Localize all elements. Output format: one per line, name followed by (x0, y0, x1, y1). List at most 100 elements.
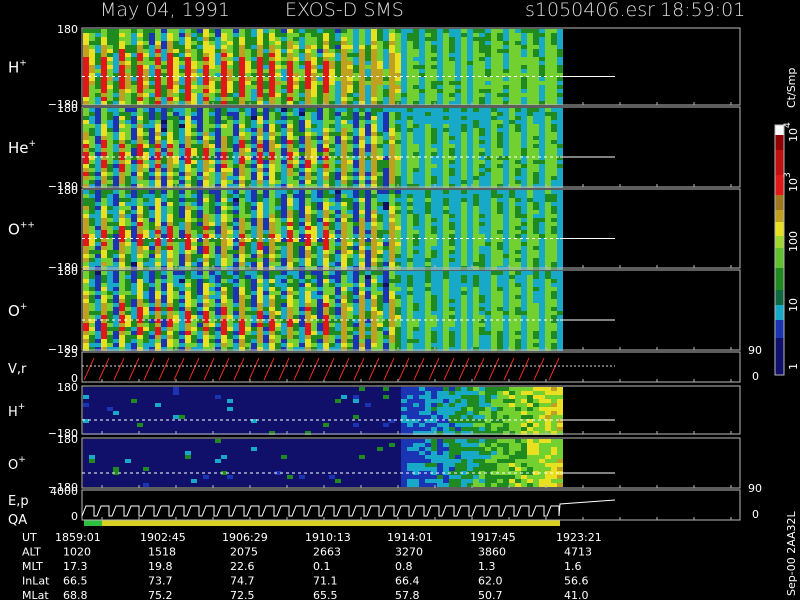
cell (215, 176, 221, 180)
cell (83, 283, 89, 287)
cell (155, 347, 161, 351)
cell (179, 206, 185, 210)
cell (281, 124, 287, 128)
cell (503, 218, 509, 222)
cell (263, 116, 269, 120)
cell (389, 194, 395, 198)
cell (527, 93, 533, 97)
cell (293, 164, 299, 168)
cell (437, 69, 443, 73)
cell (377, 194, 383, 198)
cell (161, 148, 167, 152)
cell (305, 136, 311, 140)
cell (539, 57, 545, 61)
cell (311, 37, 317, 41)
cell (347, 53, 353, 57)
cell (515, 180, 521, 184)
cell (425, 210, 431, 214)
cell (251, 214, 257, 218)
cell (497, 128, 503, 132)
cell (521, 176, 527, 180)
cell (395, 238, 401, 242)
cell (107, 101, 113, 105)
cell (491, 180, 497, 184)
cell (527, 152, 533, 156)
cell (449, 258, 455, 262)
cell (377, 108, 383, 112)
cell (119, 275, 125, 279)
cell (251, 160, 257, 164)
cell (215, 194, 221, 198)
cell (545, 152, 551, 156)
cell (131, 315, 137, 319)
cell (275, 218, 281, 222)
cell (275, 77, 281, 81)
cell (389, 148, 395, 152)
cell (413, 160, 419, 164)
cell (539, 246, 545, 250)
cell (401, 210, 407, 214)
cell (545, 97, 551, 101)
cell (491, 176, 497, 180)
cell (83, 69, 89, 73)
cell (299, 37, 305, 41)
cell (125, 303, 131, 307)
cell (413, 29, 419, 33)
cell (275, 136, 281, 140)
cell (533, 206, 539, 210)
cell (101, 271, 107, 275)
cell (515, 152, 521, 156)
cell (425, 41, 431, 45)
cell (323, 61, 329, 65)
cell (437, 206, 443, 210)
cell (419, 202, 425, 206)
cell (227, 202, 233, 206)
cell (461, 156, 467, 160)
cell (545, 222, 551, 226)
cell (419, 61, 425, 65)
cell (221, 194, 227, 198)
cell (365, 112, 371, 116)
cell (551, 45, 557, 49)
cell (377, 148, 383, 152)
cell (311, 160, 317, 164)
cell (131, 116, 137, 120)
cell (401, 198, 407, 202)
cell (443, 222, 449, 226)
cell (437, 218, 443, 222)
cell (401, 180, 407, 184)
cell (551, 116, 557, 120)
cell (149, 222, 155, 226)
cell (119, 323, 125, 327)
cell (515, 190, 521, 194)
cell (143, 61, 149, 65)
cell (551, 238, 557, 242)
cell (143, 132, 149, 136)
cell (539, 230, 545, 234)
cell (413, 202, 419, 206)
cell (545, 148, 551, 152)
cell (443, 97, 449, 101)
cell (419, 206, 425, 210)
cell (455, 160, 461, 164)
cell (389, 246, 395, 250)
cell (95, 184, 101, 188)
cell (101, 238, 107, 242)
cell (407, 144, 413, 148)
cell (329, 172, 335, 176)
cell (245, 112, 251, 116)
cell (503, 45, 509, 49)
cell (377, 156, 383, 160)
cell (413, 218, 419, 222)
cell (515, 168, 521, 172)
cell (305, 172, 311, 176)
cell (395, 206, 401, 210)
cell (143, 258, 149, 262)
cell (317, 262, 323, 266)
cell (275, 172, 281, 176)
cell (527, 120, 533, 124)
cell (497, 132, 503, 136)
cell (485, 198, 491, 202)
cell (89, 69, 95, 73)
cell (509, 124, 515, 128)
